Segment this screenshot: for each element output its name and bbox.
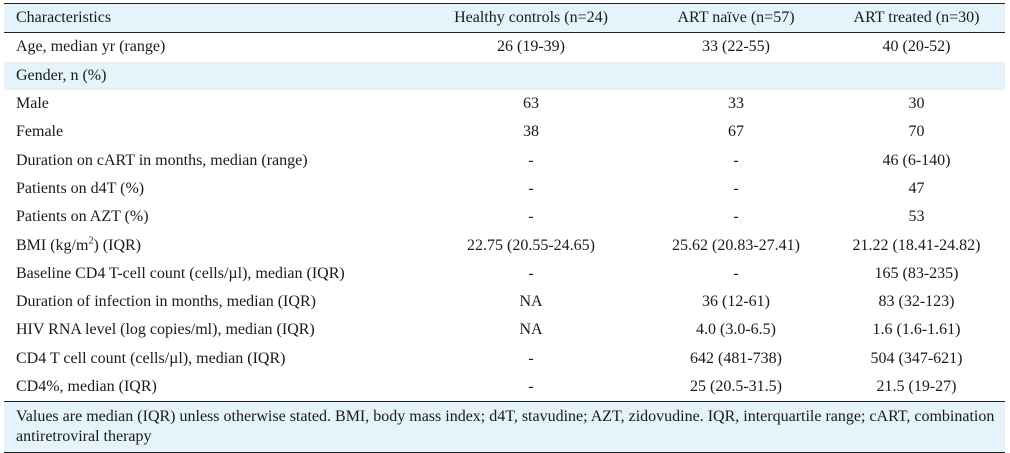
cell-art-treated: 40 (20-52) xyxy=(882,38,951,56)
row-label: Age, median yr (range) xyxy=(16,38,166,56)
cell-healthy-controls: 63 xyxy=(523,95,539,113)
table-row-cd4-percent: CD4%, median (IQR) - 25 (20.5-31.5) 21.5… xyxy=(4,373,1005,402)
cell-healthy-controls: - xyxy=(528,378,534,395)
header-art-naive: ART naïve (n=57) xyxy=(677,9,795,27)
row-label: Patients on d4T (%) xyxy=(16,179,145,197)
table-row-duration-cart: Duration on cART in months, median (rang… xyxy=(4,146,1005,174)
row-label-superscript: 2 xyxy=(88,235,94,247)
cell-art-naive: - xyxy=(733,208,739,226)
row-label: BMI (kg/m2) (IQR) xyxy=(4,231,414,259)
table-row-hiv-rna: HIV RNA level (log copies/ml), median (I… xyxy=(4,316,1005,344)
table-row-duration-infection: Duration of infection in months, median … xyxy=(4,288,1005,316)
cell-art-naive: - xyxy=(733,151,739,169)
cell-art-naive: 33 (22-55) xyxy=(702,38,770,56)
cell-art-treated: 21.5 (19-27) xyxy=(876,378,957,395)
row-label: HIV RNA level (log copies/ml), median (I… xyxy=(16,321,315,339)
cell-healthy-controls: - xyxy=(528,208,534,226)
cell-art-treated: 53 xyxy=(908,208,925,226)
characteristics-table-container: Characteristics Healthy controls (n=24) … xyxy=(4,3,1005,453)
row-label: Gender, n (%) xyxy=(16,66,107,84)
cell-art-naive: 25 (20.5-31.5) xyxy=(690,378,782,395)
table-row-baseline-cd4: Baseline CD4 T-cell count (cells/µl), me… xyxy=(4,260,1005,288)
cell-art-treated: 47 xyxy=(908,179,925,197)
cell-healthy-controls: NA xyxy=(519,293,543,311)
cell-art-naive: 25.62 (20.83-27.41) xyxy=(672,236,800,254)
cell-art-treated: 165 (83-235) xyxy=(874,264,959,282)
cell-art-treated: 70 xyxy=(908,123,925,141)
table-row-female: Female 38 67 70 xyxy=(4,118,1005,146)
cell-art-naive: - xyxy=(733,179,739,197)
row-label: CD4 T cell count (cells/µl), median (IQR… xyxy=(16,349,286,367)
table-row-bmi: BMI (kg/m2) (IQR) 22.75 (20.55-24.65) 25… xyxy=(4,231,1005,259)
cell-healthy-controls xyxy=(414,62,644,90)
cell-healthy-controls: 26 (19-39) xyxy=(497,38,565,56)
cell-art-treated: 21.22 (18.41-24.82) xyxy=(852,236,981,254)
row-label: Duration of infection in months, median … xyxy=(16,293,316,311)
row-label: Male xyxy=(16,95,49,113)
cell-healthy-controls: - xyxy=(528,151,534,169)
characteristics-table: Characteristics Healthy controls (n=24) … xyxy=(4,4,1005,453)
table-row-gender: Gender, n (%) xyxy=(4,61,1005,90)
cell-healthy-controls: NA xyxy=(519,321,543,339)
cell-healthy-controls: 38 xyxy=(523,123,539,141)
cell-art-naive xyxy=(644,62,824,90)
row-label: Baseline CD4 T-cell count (cells/µl), me… xyxy=(16,264,345,282)
cell-art-naive: 4.0 (3.0-6.5) xyxy=(696,321,776,339)
cell-art-treated: 30 xyxy=(908,95,925,113)
table-row-male: Male 63 33 30 xyxy=(4,90,1005,118)
cell-healthy-controls: - xyxy=(528,264,534,282)
table-header-row: Characteristics Healthy controls (n=24) … xyxy=(4,4,1005,33)
cell-art-treated: 46 (6-140) xyxy=(882,151,951,169)
row-label: Female xyxy=(16,123,64,141)
row-label-suffix: ) (IQR) xyxy=(93,236,141,254)
cell-art-treated: 83 (32-123) xyxy=(878,293,955,311)
row-label: Patients on AZT (%) xyxy=(16,208,149,226)
table-row-age: Age, median yr (range) 26 (19-39) 33 (22… xyxy=(4,33,1005,62)
cell-art-naive: 36 (12-61) xyxy=(702,293,770,311)
cell-healthy-controls: - xyxy=(528,179,534,197)
row-label-text: BMI (kg/m xyxy=(16,236,89,254)
table-row-patients-azt: Patients on AZT (%) - - 53 xyxy=(4,203,1005,231)
header-art-treated: ART treated (n=30) xyxy=(853,9,980,27)
table-row-cd4-count: CD4 T cell count (cells/µl), median (IQR… xyxy=(4,345,1005,373)
cell-art-treated: 504 (347-621) xyxy=(870,349,963,367)
header-characteristics: Characteristics xyxy=(16,9,112,27)
cell-art-naive: 67 xyxy=(728,123,744,141)
row-label: Duration on cART in months, median (rang… xyxy=(16,151,308,169)
cell-art-naive: - xyxy=(733,264,739,282)
cell-art-naive: 642 (481-738) xyxy=(690,349,782,367)
cell-art-treated: 1.6 (1.6-1.61) xyxy=(872,321,961,339)
cell-healthy-controls: - xyxy=(528,349,534,367)
cell-art-naive: 33 xyxy=(728,95,744,113)
table-footnote-row: Values are median (IQR) unless otherwise… xyxy=(4,401,1005,453)
table-footnote: Values are median (IQR) unless otherwise… xyxy=(4,401,1005,453)
header-healthy-controls: Healthy controls (n=24) xyxy=(454,9,608,27)
cell-healthy-controls: 22.75 (20.55-24.65) xyxy=(467,236,595,254)
table-row-patients-d4t: Patients on d4T (%) - - 47 xyxy=(4,175,1005,203)
row-label: CD4%, median (IQR) xyxy=(16,378,157,395)
cell-art-treated xyxy=(824,62,1005,90)
